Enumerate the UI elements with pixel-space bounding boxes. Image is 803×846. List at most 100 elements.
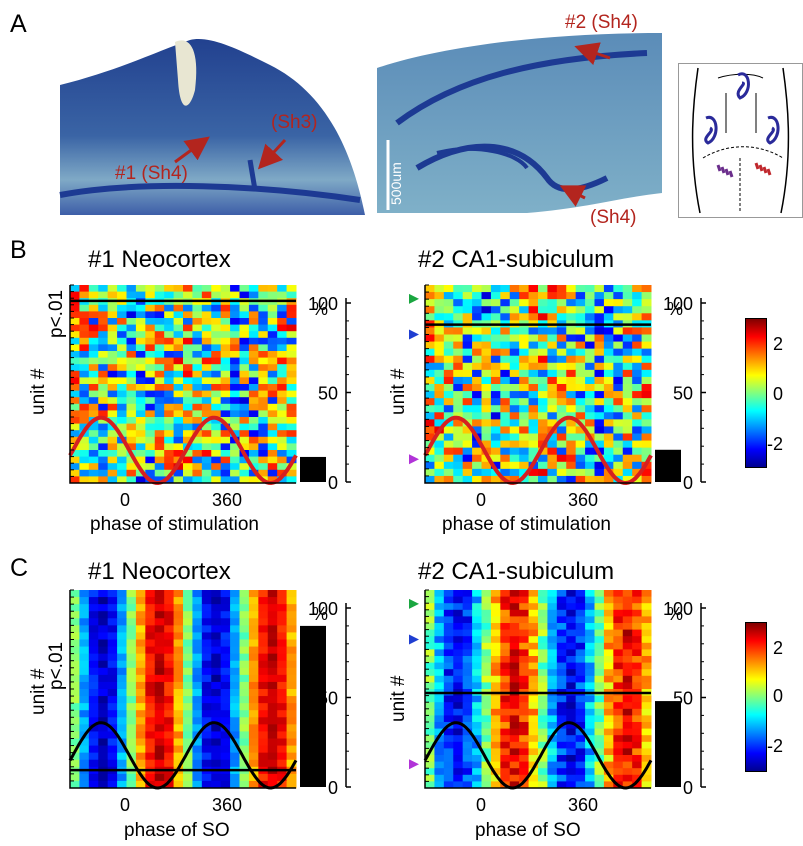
heat-cell: [192, 390, 203, 398]
heat-cell: [154, 731, 165, 739]
heat-cell: [173, 703, 184, 711]
heat-cell: [632, 761, 643, 769]
heat-cell: [566, 781, 577, 789]
heat-cell: [79, 653, 90, 662]
heat-cell: [509, 299, 520, 307]
heat-cell: [425, 741, 435, 749]
heat-cell: [239, 646, 250, 655]
heat-cell: [201, 759, 212, 768]
heat-cell: [239, 285, 250, 293]
heat-cell: [211, 611, 222, 619]
heat-cell: [509, 722, 520, 730]
heat-cell: [519, 629, 530, 637]
heat-cell: [88, 632, 99, 640]
heat-cell: [154, 597, 165, 605]
heat-cell: [500, 334, 511, 343]
heat-cell: [434, 675, 445, 683]
heat-cell: [462, 682, 473, 690]
heat-cell: [135, 351, 146, 359]
heat-cell: [443, 623, 454, 631]
heat-cell: [566, 741, 577, 749]
heat-cell: [566, 596, 577, 604]
heat-cell: [481, 656, 492, 664]
heat-cell: [594, 376, 605, 385]
heat-cell: [286, 681, 297, 690]
heat-cell: [500, 768, 511, 776]
heat-cell: [126, 304, 137, 312]
heat-cell: [575, 306, 586, 314]
heat-cell: [472, 419, 482, 427]
heat-cell: [556, 623, 567, 631]
heat-cell: [211, 639, 222, 648]
heat-cell: [192, 759, 203, 768]
heat-cell: [575, 702, 586, 710]
heat-cell: [117, 410, 127, 418]
heat-cell: [453, 590, 464, 598]
heat-cell: [267, 357, 278, 365]
heat-cell: [481, 662, 492, 670]
c-left-xlabel: phase of SO: [124, 820, 230, 841]
heat-cell: [183, 689, 193, 697]
heat-cell: [277, 703, 288, 711]
heat-cell: [594, 708, 605, 716]
heat-cell: [500, 299, 511, 307]
heat-cell: [117, 423, 127, 431]
heat-cell: [173, 311, 184, 319]
heat-cell: [201, 311, 212, 319]
heat-cell: [472, 748, 482, 756]
heat-cell: [248, 436, 259, 444]
heat-cell: [443, 461, 454, 470]
heat-cell: [490, 768, 501, 776]
heat-cell: [117, 370, 127, 378]
heat-cell: [622, 369, 633, 378]
heat-cell: [145, 745, 156, 754]
heat-cell: [145, 390, 156, 398]
heat-cell: [79, 384, 90, 392]
heat-cell: [248, 674, 259, 683]
heat-cell: [267, 667, 278, 676]
heat-cell: [230, 759, 240, 768]
heat-cell: [192, 285, 203, 293]
heat-cell: [547, 398, 558, 406]
heat-cell: [183, 311, 193, 319]
heat-cell: [70, 646, 80, 655]
heat-cell: [462, 616, 473, 624]
heat-cell: [425, 636, 435, 644]
heat-cell: [462, 412, 473, 420]
heat-cell: [286, 291, 297, 299]
heat-cell: [173, 377, 184, 385]
heat-cell: [220, 403, 231, 411]
heat-cell: [622, 675, 633, 683]
heat-cell: [239, 357, 250, 365]
heat-cell: [220, 443, 231, 451]
heat-cell: [145, 344, 156, 352]
heat-cell: [277, 291, 288, 299]
heat-cell: [519, 603, 530, 611]
heat-cell: [258, 667, 269, 676]
heat-cell: [220, 304, 231, 312]
heat-cell: [267, 331, 278, 339]
heat-cell: [622, 285, 633, 293]
heat-cell: [425, 468, 435, 477]
heat-cell: [173, 752, 184, 761]
heat-cell: [145, 717, 156, 725]
heat-cell: [585, 376, 595, 385]
heat-cell: [286, 390, 297, 398]
heat-cell: [154, 780, 165, 789]
heat-cell: [230, 660, 240, 669]
heat-cell: [575, 755, 586, 763]
heat-cell: [528, 735, 539, 743]
heat-cell: [220, 291, 231, 299]
heat-cell: [500, 616, 511, 624]
heat-cell: [192, 625, 203, 633]
heat-cell: [145, 646, 156, 655]
heat-cell: [117, 397, 127, 405]
heat-cell: [154, 403, 165, 411]
heat-cell: [547, 695, 558, 703]
heat-cell: [556, 728, 567, 736]
heat-cell: [135, 456, 146, 464]
heat-cell: [126, 423, 137, 431]
heat-cell: [509, 708, 520, 716]
heat-cell: [472, 468, 482, 477]
heat-cell: [192, 318, 203, 326]
